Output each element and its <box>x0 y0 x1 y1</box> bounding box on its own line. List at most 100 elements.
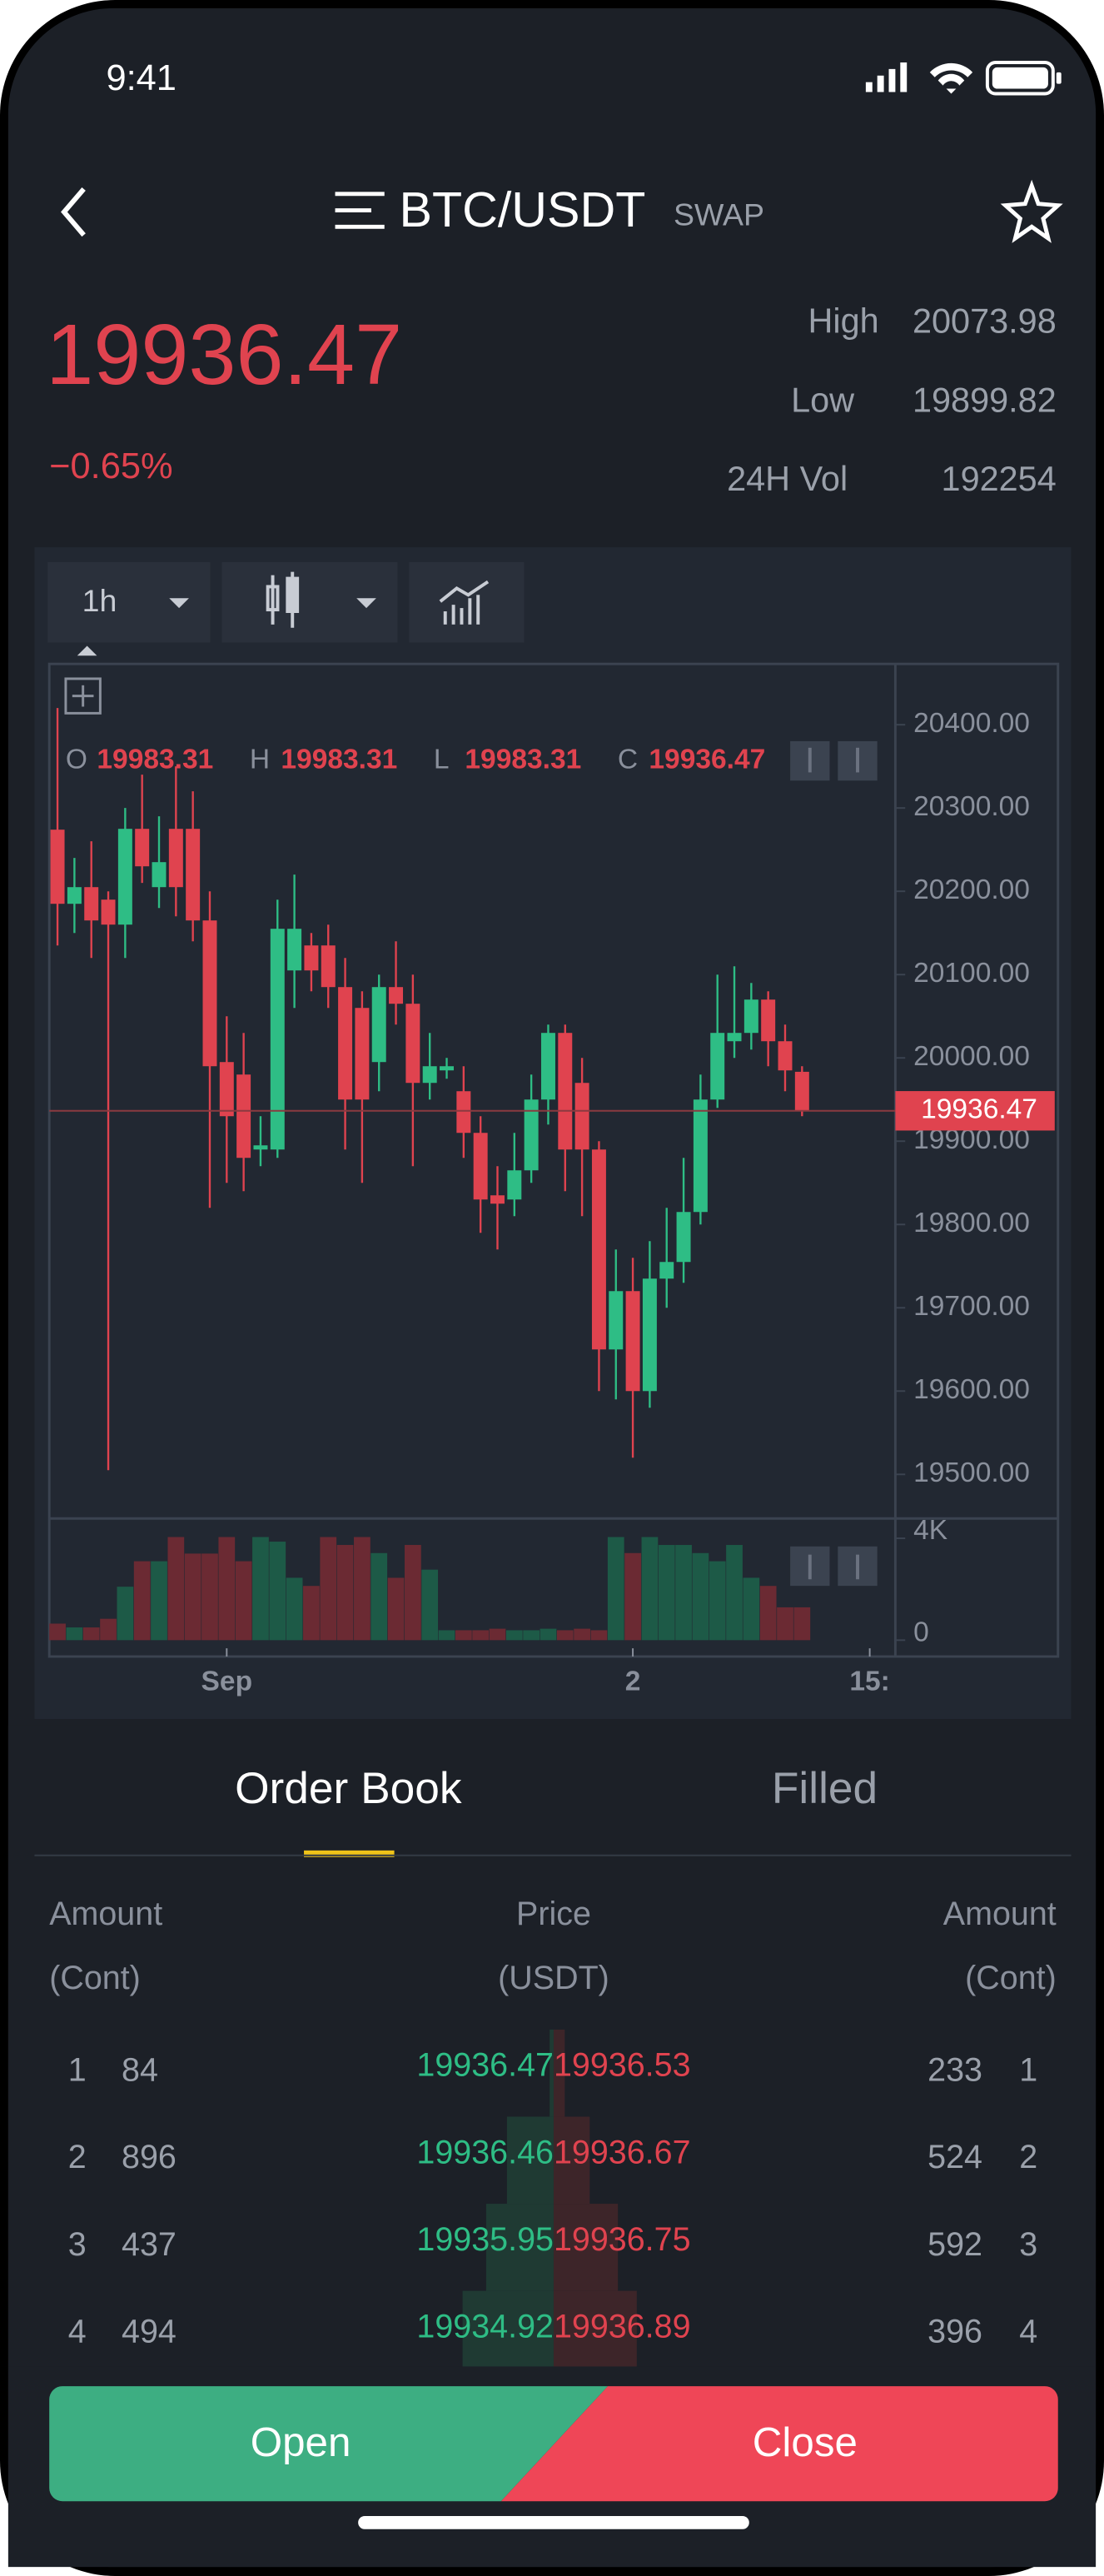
ask-price: 19936.75 <box>554 2221 691 2258</box>
crosshair-toggle[interactable] <box>64 677 102 715</box>
menu-icon[interactable] <box>335 192 385 229</box>
bid-index: 4 <box>68 2313 87 2349</box>
stat-label: 24H Vol <box>727 459 848 498</box>
stat-value: 20073.98 <box>913 301 1057 341</box>
bid-price: 19936.47 <box>416 2047 554 2084</box>
stat-label: Low <box>791 380 855 419</box>
bid-price: 19935.95 <box>416 2221 554 2258</box>
back-button[interactable] <box>61 187 86 237</box>
volume-bar <box>320 1537 337 1641</box>
y-tick-label: 19700.00 <box>913 1291 1030 1322</box>
candle-body <box>152 862 167 888</box>
volume-bar <box>49 1623 66 1641</box>
volume-bar <box>556 1630 574 1641</box>
scroll-marker <box>77 645 97 656</box>
volume-bar <box>624 1552 641 1641</box>
tab-filled[interactable]: Filled <box>772 1764 878 1813</box>
candle-body <box>389 987 404 1004</box>
tab-order-book[interactable]: Order Book <box>235 1764 462 1813</box>
candle-body <box>574 1083 589 1150</box>
candle-body <box>591 1149 606 1350</box>
candle-body <box>101 899 116 925</box>
close-button[interactable] <box>500 2386 1058 2502</box>
candle-body <box>524 1099 539 1171</box>
ask-amount: 592 <box>927 2226 982 2263</box>
candle-body <box>540 1033 555 1100</box>
volume-bar <box>218 1537 236 1641</box>
bid-price: 19934.92 <box>416 2308 554 2344</box>
y-tick-label: 20200.00 <box>913 874 1030 905</box>
candle-body <box>67 887 82 904</box>
volume-bar <box>252 1537 269 1641</box>
y-tick-label: 20400.00 <box>913 708 1030 739</box>
ask-index: 1 <box>1019 2052 1037 2089</box>
candle-body <box>117 829 132 925</box>
candle-body <box>659 1262 674 1279</box>
pair-title: BTC/USDT <box>399 182 645 237</box>
stat-label: High <box>808 301 878 341</box>
volume-bar <box>117 1587 134 1641</box>
y-tick-label: 20000.00 <box>913 1041 1030 1072</box>
candle-body <box>84 887 99 921</box>
bid-depth <box>462 2290 554 2379</box>
volume-bar <box>354 1537 370 1641</box>
volume-bar <box>421 1569 439 1641</box>
ask-depth <box>553 2116 590 2205</box>
ohlc-value: 19983.31 <box>465 744 581 775</box>
indicator-button[interactable] <box>409 561 525 643</box>
open-button[interactable] <box>49 2386 609 2502</box>
volume-bar <box>777 1607 793 1641</box>
volume-bar <box>66 1627 83 1641</box>
interval-selector[interactable] <box>47 561 211 643</box>
ohlc-value: 19983.31 <box>281 744 397 775</box>
candle-body <box>558 1033 573 1150</box>
volume-bar <box>574 1628 590 1641</box>
volume-bar <box>658 1545 675 1641</box>
last-price-label: 19936.47 <box>921 1094 1037 1125</box>
volume-bar <box>438 1630 455 1641</box>
volume-bar <box>286 1577 303 1641</box>
candle-body <box>253 1145 268 1150</box>
y-tick-label: 19600.00 <box>913 1374 1030 1405</box>
candle-body <box>778 1041 793 1071</box>
y-tick-label: 20100.00 <box>913 958 1030 989</box>
chart-panel <box>34 547 1072 1719</box>
candle-body <box>507 1170 522 1200</box>
candle-body <box>219 1062 234 1117</box>
bid-amount: 437 <box>122 2226 177 2263</box>
ohlc-label: C <box>618 744 638 775</box>
price-change: −0.65% <box>49 446 172 486</box>
last-price-tag <box>895 1091 1055 1131</box>
status-time: 9:41 <box>106 58 176 98</box>
dropdown-arrow <box>356 598 376 609</box>
volume-bar <box>675 1545 692 1641</box>
ask-depth <box>553 2204 619 2291</box>
pane-button-icons <box>808 747 859 1580</box>
bid-amount: 896 <box>122 2139 177 2175</box>
interval: 1h <box>82 583 117 618</box>
ask-amount: 233 <box>927 2052 982 2089</box>
candle-body <box>693 1099 708 1213</box>
ask-price: 19936.53 <box>554 2047 691 2084</box>
volume-bar <box>269 1542 286 1641</box>
dropdown-arrow <box>169 598 189 609</box>
ask-depth <box>553 2290 637 2379</box>
volume-bar <box>590 1630 608 1641</box>
volume-bar <box>184 1553 201 1641</box>
bid-depth <box>485 2204 554 2291</box>
candle-body <box>338 987 353 1100</box>
bid-index: 1 <box>68 2052 87 2089</box>
volume-bar <box>387 1577 405 1641</box>
ask-index: 3 <box>1019 2226 1037 2263</box>
stat-value: 192254 <box>942 459 1057 498</box>
bid-index: 3 <box>68 2226 87 2263</box>
bid-depth <box>550 2029 554 2117</box>
candle-body <box>270 929 285 1150</box>
candle-body <box>287 929 302 971</box>
candle-body <box>202 920 217 1067</box>
candle-body <box>321 945 336 988</box>
bid-amount: 84 <box>122 2052 158 2089</box>
volume-bar <box>472 1630 490 1641</box>
favorite-star[interactable] <box>1000 179 1063 243</box>
